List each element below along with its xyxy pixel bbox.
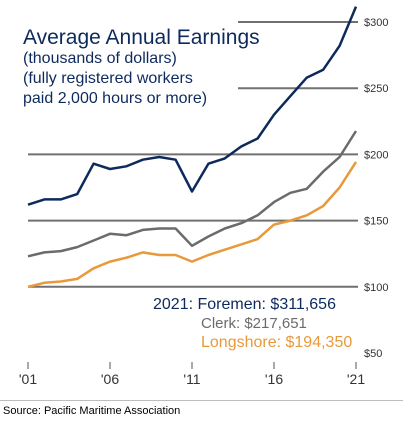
series-line-longshore <box>27 161 358 289</box>
y-tick-label-150: $150 <box>364 216 388 228</box>
series-line-foremen <box>27 6 358 206</box>
x-tick-label-2021: '21 <box>347 371 365 387</box>
x-tick-label-2011: '11 <box>183 371 200 387</box>
x-tick-label-2006: '06 <box>101 371 119 387</box>
source-note: Source: Pacific Maritime Association <box>3 405 181 417</box>
summary-longshore: Longshore: $194,350 <box>201 334 353 351</box>
chart-title-block: Average Annual Earnings (thousands of do… <box>23 27 260 109</box>
y-tick-label-250: $250 <box>364 83 388 95</box>
subtitle-line-3: paid 2,000 hours or more) <box>23 90 208 107</box>
chart-title: Average Annual Earnings <box>23 26 260 49</box>
y-tick-label-200: $200 <box>364 149 388 161</box>
y-tick-label-300: $300 <box>364 17 388 29</box>
summary-foremen: Foremen: $311,656 <box>197 296 336 313</box>
x-tick-label-2001: '01 <box>19 371 37 387</box>
series-line-clerk <box>27 130 358 258</box>
source-divider <box>0 400 403 401</box>
summary-clerk: Clerk: $217,651 <box>201 315 307 332</box>
y-tick-label-50: $50 <box>364 348 382 360</box>
subtitle-line-1: (thousands of dollars) <box>23 50 177 67</box>
x-tick-label-2016: '16 <box>265 371 283 387</box>
subtitle-line-2: (fully registered workers <box>23 70 193 87</box>
summary-2021: 2021: Foremen: $311,656 Clerk: $217,651 … <box>153 295 352 352</box>
summary-year: 2021: <box>153 296 194 313</box>
y-tick-label-100: $100 <box>364 282 388 294</box>
